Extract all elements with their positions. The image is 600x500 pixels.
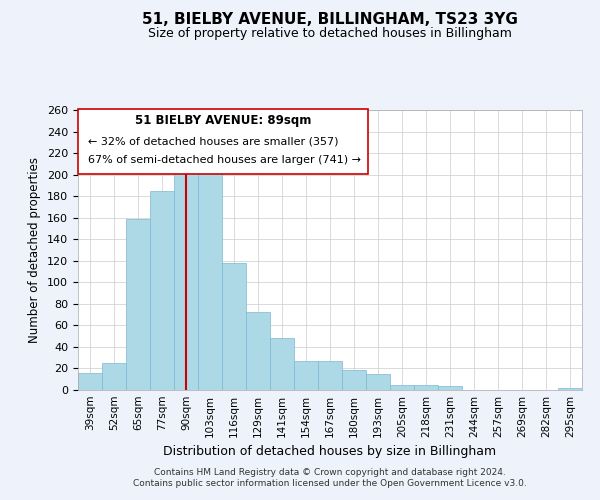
Bar bbox=[414, 384, 438, 390]
Bar bbox=[342, 370, 366, 390]
Bar bbox=[174, 164, 198, 390]
Y-axis label: Number of detached properties: Number of detached properties bbox=[28, 157, 41, 343]
Bar bbox=[78, 373, 102, 390]
Bar bbox=[390, 384, 414, 390]
Bar bbox=[222, 263, 246, 390]
Bar bbox=[102, 363, 126, 390]
Bar bbox=[198, 158, 222, 390]
Bar bbox=[558, 388, 582, 390]
Text: 51, BIELBY AVENUE, BILLINGHAM, TS23 3YG: 51, BIELBY AVENUE, BILLINGHAM, TS23 3YG bbox=[142, 12, 518, 28]
Bar bbox=[438, 386, 462, 390]
Text: Size of property relative to detached houses in Billingham: Size of property relative to detached ho… bbox=[148, 28, 512, 40]
Bar bbox=[294, 361, 318, 390]
Bar bbox=[318, 361, 342, 390]
Text: Contains HM Land Registry data © Crown copyright and database right 2024.
Contai: Contains HM Land Registry data © Crown c… bbox=[133, 468, 527, 487]
Bar bbox=[366, 374, 390, 390]
Text: 51 BIELBY AVENUE: 89sqm: 51 BIELBY AVENUE: 89sqm bbox=[135, 114, 311, 127]
Bar bbox=[150, 191, 174, 390]
Bar bbox=[270, 338, 294, 390]
Bar bbox=[126, 219, 150, 390]
Bar bbox=[246, 312, 270, 390]
X-axis label: Distribution of detached houses by size in Billingham: Distribution of detached houses by size … bbox=[163, 446, 497, 458]
Text: 67% of semi-detached houses are larger (741) →: 67% of semi-detached houses are larger (… bbox=[88, 155, 361, 165]
FancyBboxPatch shape bbox=[78, 108, 368, 174]
Text: ← 32% of detached houses are smaller (357): ← 32% of detached houses are smaller (35… bbox=[88, 136, 338, 146]
